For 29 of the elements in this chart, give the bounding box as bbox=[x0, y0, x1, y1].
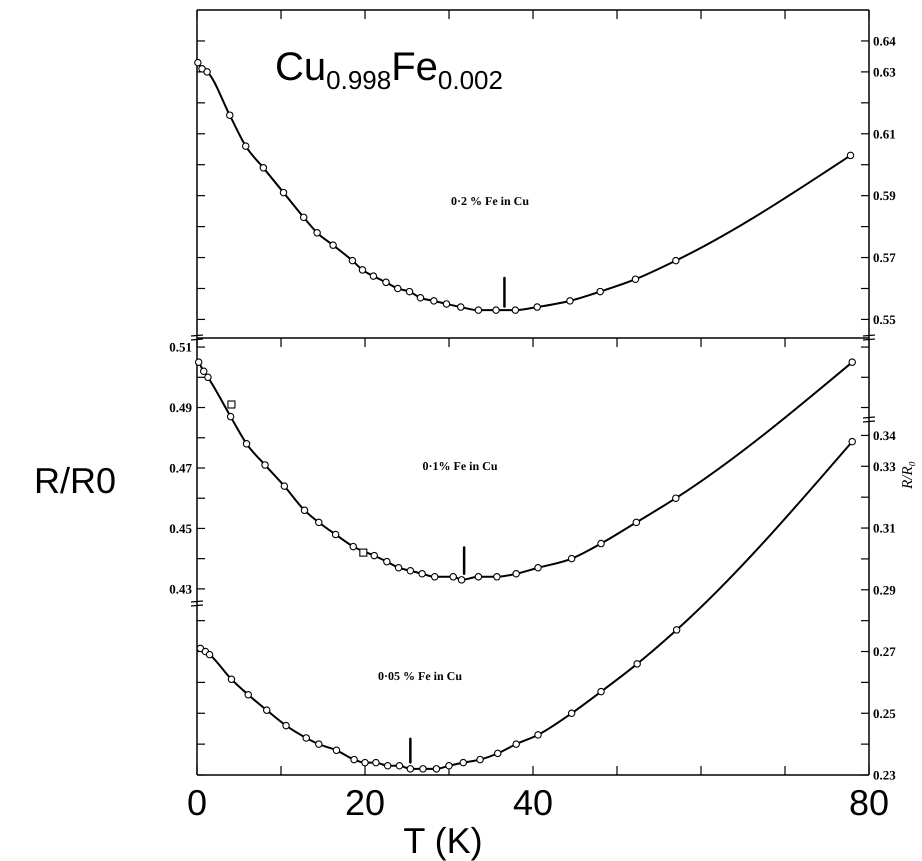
y-tick-label: 0.45 bbox=[169, 520, 192, 536]
y-tick-label: 0.51 bbox=[169, 340, 192, 355]
y2-tick-label: 0.33 bbox=[873, 458, 896, 474]
x-tick-label: 20 bbox=[344, 782, 386, 823]
y2-tick-label: 0.63 bbox=[873, 64, 896, 80]
y2-tick-label: 0.64 bbox=[873, 33, 896, 48]
y2-tick-label: 0.25 bbox=[873, 706, 896, 721]
x-tick-label: 40 bbox=[512, 782, 554, 823]
y2-axis-title: R/R₀ bbox=[900, 461, 916, 490]
x-tick-label: 80 bbox=[848, 782, 890, 823]
y-tick-label: 0.49 bbox=[169, 400, 192, 416]
y2-tick-label: 0.27 bbox=[873, 644, 896, 660]
y2-tick-label: 0.57 bbox=[873, 250, 896, 266]
y-tick-label: 0.47 bbox=[169, 460, 192, 476]
annotation: 0·1% Fe in Cu bbox=[422, 459, 498, 473]
y2-tick-label: 0.31 bbox=[873, 520, 896, 536]
x-tick-label: 0 bbox=[186, 782, 208, 823]
y-tick-label: 0.43 bbox=[169, 581, 192, 596]
x-axis-title: T (K) bbox=[403, 820, 483, 861]
y2-tick-label: 0.55 bbox=[873, 312, 896, 327]
text: Cu$_{0.998}$Fe$_{0.002}$ bbox=[275, 45, 503, 96]
annotation: 0·05 % Fe in Cu bbox=[378, 669, 462, 683]
y2-tick-label: 0.29 bbox=[873, 582, 896, 598]
y2-tick-label: 0.61 bbox=[873, 126, 896, 142]
annotation: 0·2 % Fe in Cu bbox=[450, 194, 530, 208]
y2-tick-label: 0.23 bbox=[873, 768, 896, 783]
y-axis-title: R/R0 bbox=[34, 460, 116, 501]
y2-tick-label: 0.59 bbox=[873, 188, 896, 204]
y2-tick-label: 0.34 bbox=[873, 428, 896, 443]
